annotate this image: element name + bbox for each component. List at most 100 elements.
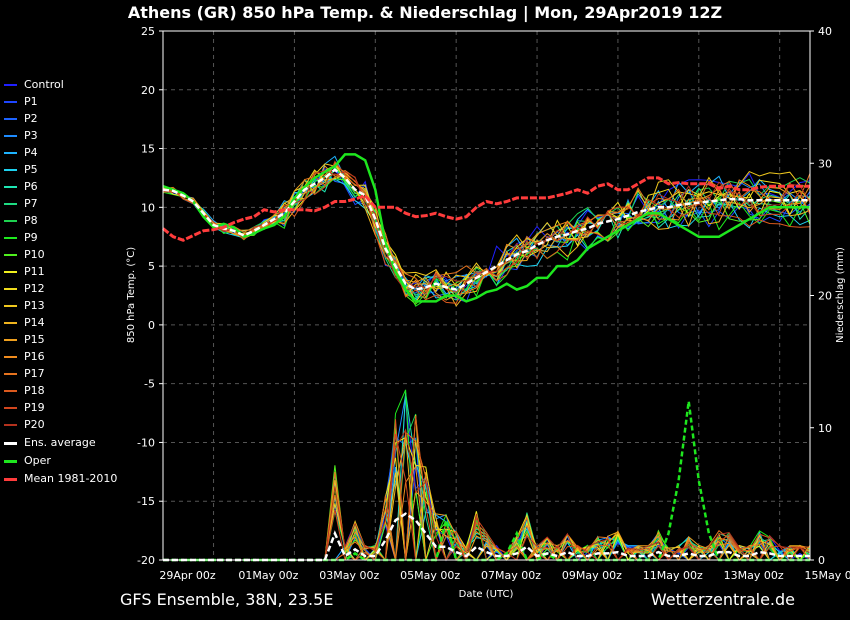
legend-swatch: [4, 237, 17, 239]
legend-label: P19: [24, 401, 45, 414]
legend-label: P10: [24, 248, 45, 261]
x-tick-label: 03May 00z: [319, 569, 379, 582]
legend-item: P19: [4, 399, 117, 416]
legend-item: P4: [4, 144, 117, 161]
legend-swatch: [4, 441, 17, 445]
legend-item: P14: [4, 314, 117, 331]
x-tick-label: 13May 00z: [724, 569, 784, 582]
left-y-tick-label: 5: [148, 260, 155, 273]
legend-swatch: [4, 373, 17, 375]
left-y-tick-label: 20: [141, 84, 155, 97]
legend-item: P9: [4, 229, 117, 246]
temp-line-climate-mean: [162, 176, 810, 242]
legend-item: P2: [4, 110, 117, 127]
legend-swatch: [4, 288, 17, 290]
legend-label: P8: [24, 214, 38, 227]
left-y-tick-label: -10: [137, 436, 155, 449]
left-y-tick-label: 25: [141, 25, 155, 38]
legend-label: P5: [24, 163, 38, 176]
temp-line-p1: [162, 167, 811, 303]
legend-label: P18: [24, 384, 45, 397]
legend-swatch: [4, 424, 17, 426]
legend-label: P12: [24, 282, 45, 295]
left-y-tick-label: -15: [137, 495, 155, 508]
legend-label: P20: [24, 418, 45, 431]
legend-item: P3: [4, 127, 117, 144]
legend-label: P15: [24, 333, 45, 346]
precip-line-ens-average: [163, 512, 810, 562]
grid-lines: [163, 30, 810, 561]
legend-label: Mean 1981-2010: [24, 472, 118, 485]
legend-label: P7: [24, 197, 38, 210]
legend-label: P17: [24, 367, 45, 380]
legend-swatch: [4, 203, 17, 205]
legend-item: P18: [4, 382, 117, 399]
legend-swatch: [4, 169, 17, 171]
legend-swatch: [4, 135, 17, 137]
x-tick-label: 09May 00z: [562, 569, 622, 582]
temp-line-p18: [162, 173, 811, 304]
legend-swatch: [4, 305, 17, 307]
legend-swatch: [4, 407, 17, 409]
temp-line-p10: [162, 177, 811, 305]
chart-title: Athens (GR) 850 hPa Temp. & Niederschlag…: [127, 3, 723, 22]
left-y-tick-label: -20: [137, 554, 155, 567]
legend-swatch: [4, 322, 17, 324]
legend-swatch: [4, 254, 17, 256]
left-y-tick-label: 15: [141, 143, 155, 156]
left-y-tick-label: -5: [144, 378, 155, 391]
legend-swatch: [4, 84, 17, 86]
x-tick-label: 07May 00z: [481, 569, 541, 582]
legend-item: Mean 1981-2010: [4, 470, 117, 487]
legend-label: P13: [24, 299, 45, 312]
legend-item: P12: [4, 280, 117, 297]
legend-item: P8: [4, 212, 117, 229]
x-tick-label: 05May 00z: [400, 569, 460, 582]
legend-item: P7: [4, 195, 117, 212]
axes: [159, 30, 814, 561]
legend-item: P16: [4, 348, 117, 365]
left-y-tick-label: 10: [141, 201, 155, 214]
legend-label: P14: [24, 316, 45, 329]
legend-label: Control: [24, 78, 64, 91]
precip-line-p18: [163, 415, 811, 562]
x-axis-label: Date (UTC): [459, 589, 514, 600]
source-credit: Wetterzentrale.de: [650, 590, 795, 609]
legend-swatch: [4, 220, 17, 222]
legend-swatch: [4, 101, 17, 103]
temp-line-oper: [162, 153, 810, 303]
temp-line-p19: [162, 160, 811, 295]
left-y-tick-label: 0: [148, 319, 155, 332]
legend-item: P15: [4, 331, 117, 348]
legend-swatch: [4, 118, 17, 120]
legend-label: P9: [24, 231, 38, 244]
legend-item: P11: [4, 263, 117, 280]
left-y-axis-label: 850 hPa Temp. (°C): [126, 247, 137, 343]
right-y-tick-label: 0: [818, 554, 825, 567]
right-y-axis-label: Niederschlag (mm): [835, 247, 846, 343]
legend-label: Oper: [24, 454, 51, 467]
plot-frame: [162, 30, 811, 561]
legend-swatch: [4, 356, 17, 358]
x-tick-label: 15May 00z: [805, 569, 850, 582]
legend-item: P1: [4, 93, 117, 110]
legend-item: P5: [4, 161, 117, 178]
legend-swatch: [4, 271, 17, 273]
x-tick-label: 29Apr 00z: [159, 569, 216, 582]
right-y-tick-label: 20: [818, 290, 832, 303]
legend-swatch: [4, 477, 17, 481]
legend-swatch: [4, 339, 17, 341]
temp-line-p5: [162, 178, 811, 302]
legend-label: P6: [24, 180, 38, 193]
tick-labels: 25 20 15 10 5 0 -5 -10 -15 -20 40 30 20 10 0 29Apr 00z 0…: [137, 25, 850, 582]
legend-item: P10: [4, 246, 117, 263]
legend-item: P6: [4, 178, 117, 195]
legend-item: P20: [4, 416, 117, 433]
legend-label: P2: [24, 112, 38, 125]
legend-swatch: [4, 390, 17, 392]
x-tick-label: 11May 00z: [643, 569, 703, 582]
right-y-tick-label: 40: [818, 25, 832, 38]
legend-item: P17: [4, 365, 117, 382]
legend-swatch: [4, 459, 17, 463]
legend-label: Ens. average: [24, 436, 96, 449]
